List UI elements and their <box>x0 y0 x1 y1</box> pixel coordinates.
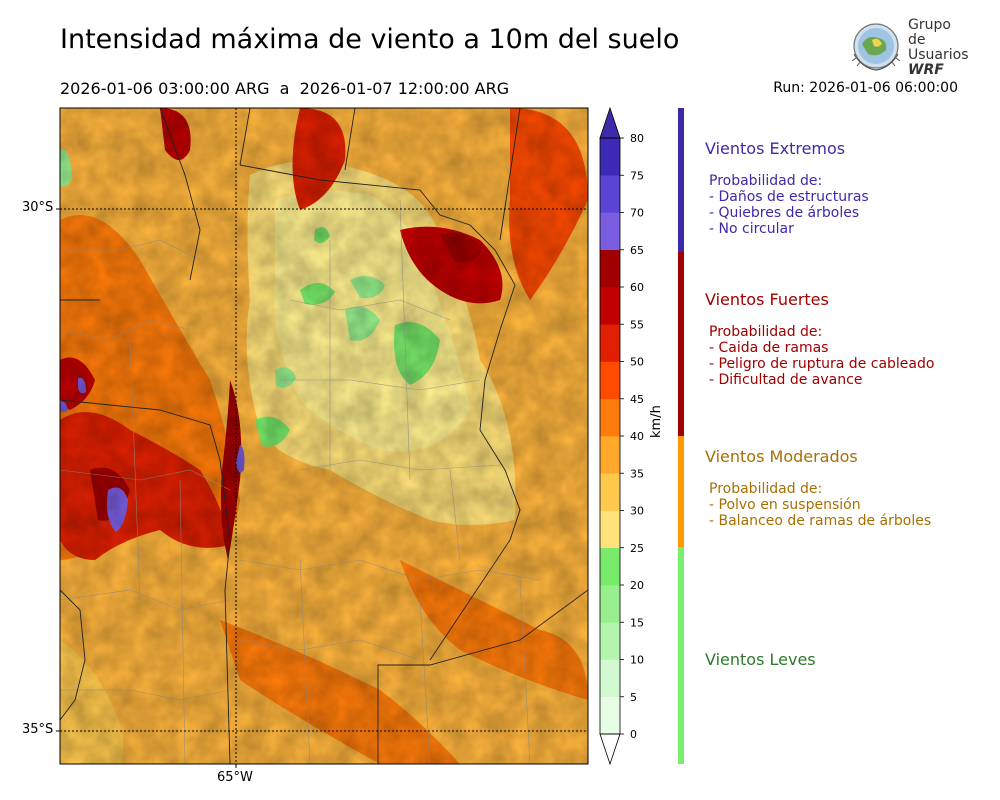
category-description-line: - Quiebres de árboles <box>709 205 860 221</box>
lat-label-30s: 30°S <box>22 200 54 215</box>
logo-line-2: Usuarios <box>908 47 969 63</box>
colorbar-segment <box>600 138 620 176</box>
colorbar-segment <box>600 547 620 586</box>
category-title: Vientos Extremos <box>705 139 846 158</box>
colorbar-tick-label: 75 <box>630 169 644 182</box>
colorbar-segment <box>600 324 620 362</box>
chart-title: Intensidad máxima de viento a 10m del su… <box>60 24 680 55</box>
colorbar-tick-label: 45 <box>630 393 644 406</box>
category-description-line: - Polvo en suspensión <box>709 497 861 513</box>
colorbar-tick-label: 30 <box>630 505 644 518</box>
category-description-line: Probabilidad de: <box>709 481 823 497</box>
category-description-line: Probabilidad de: <box>709 173 823 189</box>
colorbar-segment <box>600 696 620 735</box>
category-bar <box>678 436 684 547</box>
colorbar-tick-label: 40 <box>630 430 644 443</box>
colorbar-segment <box>600 361 620 400</box>
colorbar-tick-label: 0 <box>630 728 637 741</box>
logo-line-3: WRF <box>908 62 944 78</box>
province-boundaries <box>60 108 588 764</box>
colorbar-segment <box>600 398 620 437</box>
colorbar-segment <box>600 510 620 549</box>
colorbar-segment <box>600 473 620 511</box>
colorbar-unit-label: km/h <box>649 405 664 438</box>
colorbar-tick-label: 50 <box>630 356 644 369</box>
category-description: Probabilidad de: - Caida de ramas - Peligr… <box>709 324 934 388</box>
category-description-line: - Daños de estructuras <box>709 189 869 205</box>
category-bar <box>678 108 684 252</box>
colorbar-tick-label: 5 <box>630 691 637 704</box>
colorbar-ticks: 0 5 10 15 20 25 30 35 40 45 50 55 60 65 70 75 80 <box>620 132 644 741</box>
colorbar-tick-label: 65 <box>630 244 644 257</box>
colorbar-segment <box>600 249 620 288</box>
colorbar-over-triangle <box>599 106 621 139</box>
colorbar-tick-label: 70 <box>630 207 644 220</box>
colorbar-segments <box>599 106 621 766</box>
category-description: Probabilidad de: - Polvo en suspensión - B… <box>709 481 931 529</box>
lon-label-65w: 65°W <box>217 770 253 785</box>
category-description-line: - Dificultad de avance <box>709 372 863 388</box>
period-label: 2026-01-06 03:00:00 ARG a 2026-01-07 12:… <box>60 79 510 98</box>
category-description-line: - Caida de ramas <box>709 340 829 356</box>
category-description-line: - Balanceo de ramas de árboles <box>709 513 932 529</box>
colorbar-segment <box>600 659 620 698</box>
colorbar-segment <box>600 212 620 251</box>
category-description-line: Probabilidad de: <box>709 324 823 340</box>
category-description: Probabilidad de: - Daños de estructuras - … <box>709 173 869 237</box>
lat-label-35s: 35°S <box>22 722 54 737</box>
colorbar-under-triangle <box>599 733 621 766</box>
colorbar-segment <box>600 287 620 325</box>
category-title: Vientos Fuertes <box>705 290 829 309</box>
colorbar-segment <box>600 622 620 660</box>
colorbar-tick-label: 60 <box>630 281 644 294</box>
category-title: Vientos Moderados <box>705 447 858 466</box>
category-bar <box>678 547 684 764</box>
colorbar-tick-label: 10 <box>630 654 644 667</box>
colorbar-segment <box>600 436 620 474</box>
colorbar-tick-label: 25 <box>630 542 644 555</box>
map-ticks <box>56 208 237 768</box>
colorbar-segment <box>600 585 620 623</box>
colorbar-tick-label: 55 <box>630 318 644 331</box>
category-bar <box>678 252 684 436</box>
wrf-logo: Grupo de Usuarios WRF <box>848 18 969 78</box>
category-description-line: - No circular <box>709 221 794 237</box>
logo-text: Grupo de Usuarios WRF <box>908 18 969 78</box>
run-label: Run: 2026-01-06 06:00:00 <box>773 80 958 96</box>
colorbar-tick-label: 15 <box>630 616 644 629</box>
category-description-line: - Peligro de ruptura de cableado <box>709 356 935 372</box>
graticule <box>60 108 588 764</box>
wind-map <box>56 107 589 768</box>
map-frame <box>59 107 589 765</box>
colorbar-segment <box>600 175 620 213</box>
department-boundaries <box>60 199 541 764</box>
colorbar-tick-label: 20 <box>630 579 644 592</box>
colorbar: 0 5 10 15 20 25 30 35 40 45 50 55 60 65 70 75 80 <box>599 106 644 766</box>
globe-logo-icon <box>851 23 901 71</box>
colorbar-tick-label: 35 <box>630 467 644 480</box>
logo-line-1: Grupo de <box>908 17 951 48</box>
category-title: Vientos Leves <box>705 650 816 669</box>
texture-overlay <box>60 108 588 764</box>
colorbar-tick-label: 80 <box>630 132 644 145</box>
